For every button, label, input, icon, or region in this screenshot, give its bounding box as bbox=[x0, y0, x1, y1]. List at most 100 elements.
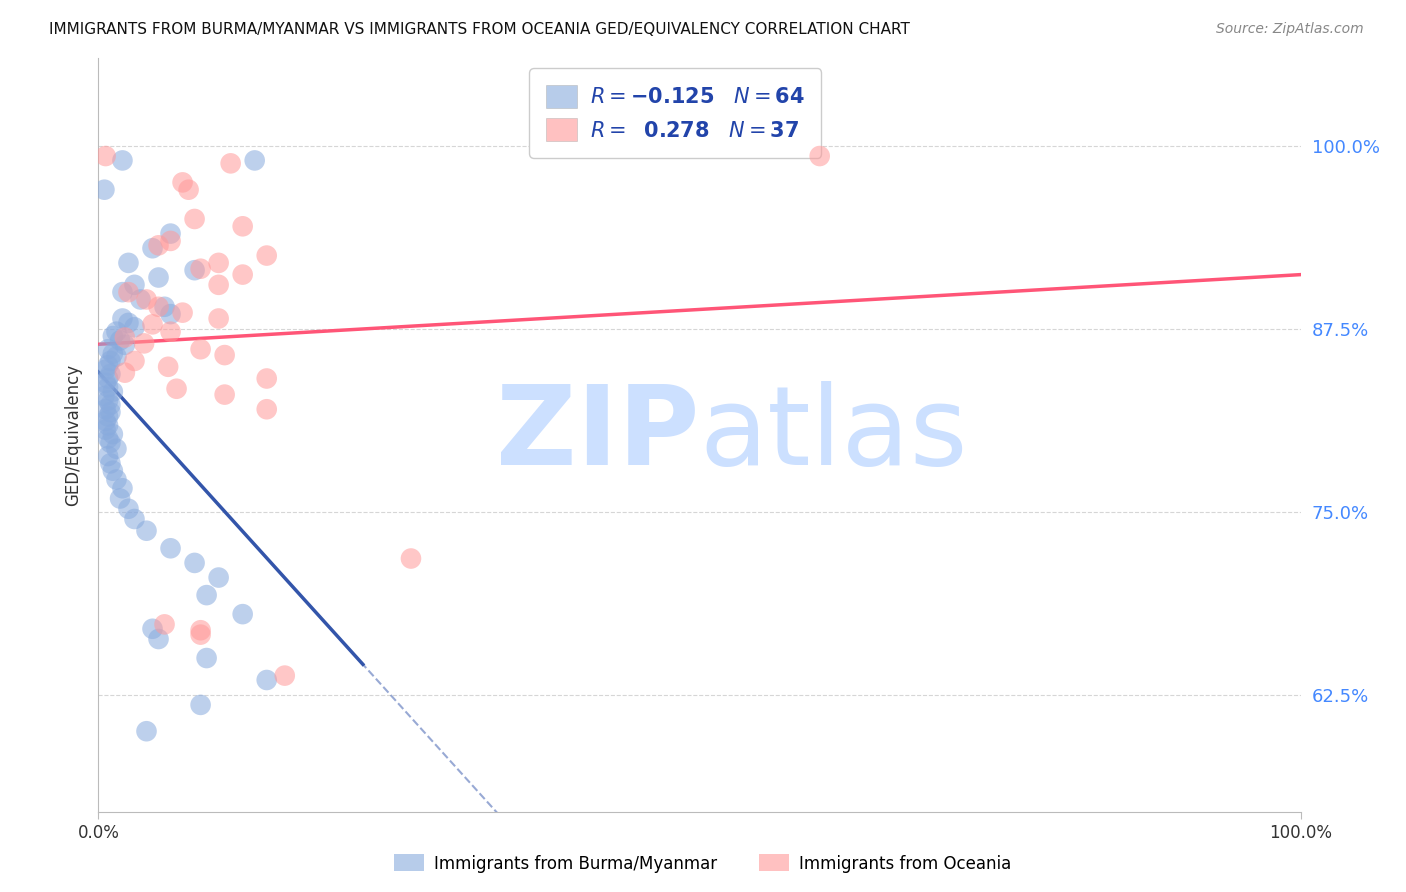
Point bbox=[117, 256, 139, 270]
Point bbox=[208, 570, 231, 584]
Point bbox=[141, 241, 163, 255]
Point bbox=[105, 350, 128, 364]
Legend: Immigrants from Burma/Myanmar, Immigrants from Oceania: Immigrants from Burma/Myanmar, Immigrant… bbox=[388, 847, 1018, 880]
Point bbox=[243, 153, 266, 168]
Point bbox=[124, 512, 146, 526]
Point bbox=[94, 414, 117, 428]
Point bbox=[159, 227, 181, 241]
Point bbox=[183, 556, 205, 570]
Point bbox=[190, 343, 212, 357]
Point bbox=[97, 343, 120, 357]
Point bbox=[256, 249, 278, 263]
Point bbox=[135, 724, 157, 739]
Point bbox=[101, 346, 124, 360]
Point bbox=[100, 436, 122, 450]
Text: ZIP: ZIP bbox=[496, 382, 699, 488]
Point bbox=[124, 320, 146, 334]
Point bbox=[101, 427, 124, 442]
Point bbox=[232, 219, 254, 234]
Point bbox=[97, 432, 120, 446]
Point bbox=[105, 325, 128, 339]
Point bbox=[190, 624, 212, 638]
Point bbox=[108, 334, 131, 348]
Point bbox=[117, 316, 139, 330]
Point bbox=[159, 234, 181, 248]
Text: IMMIGRANTS FROM BURMA/MYANMAR VS IMMIGRANTS FROM OCEANIA GED/EQUIVALENCY CORRELA: IMMIGRANTS FROM BURMA/MYANMAR VS IMMIGRA… bbox=[49, 22, 910, 37]
Point bbox=[129, 293, 152, 307]
Point bbox=[93, 183, 115, 197]
Point bbox=[94, 149, 117, 163]
Y-axis label: GED/Equivalency: GED/Equivalency bbox=[63, 364, 82, 506]
Point bbox=[195, 588, 218, 602]
Point bbox=[190, 627, 212, 641]
Point bbox=[111, 285, 134, 300]
Point bbox=[232, 607, 254, 621]
Point bbox=[124, 354, 146, 368]
Point bbox=[219, 156, 242, 170]
Point bbox=[100, 367, 122, 381]
Point bbox=[108, 491, 131, 506]
Point bbox=[166, 382, 188, 396]
Point bbox=[148, 270, 170, 285]
Point bbox=[256, 673, 278, 687]
Point bbox=[111, 481, 134, 495]
Point bbox=[208, 277, 231, 292]
Point bbox=[172, 175, 194, 189]
Point bbox=[153, 300, 176, 314]
Point bbox=[94, 362, 117, 376]
Point bbox=[97, 359, 120, 373]
Point bbox=[208, 256, 231, 270]
Point bbox=[97, 418, 120, 433]
Point bbox=[114, 338, 136, 352]
Point bbox=[97, 449, 120, 463]
Point bbox=[183, 211, 205, 226]
Point bbox=[94, 376, 117, 390]
Point bbox=[97, 380, 120, 394]
Point bbox=[100, 398, 122, 412]
Point bbox=[148, 300, 170, 314]
Point bbox=[100, 456, 122, 470]
Point bbox=[117, 285, 139, 300]
Point bbox=[190, 698, 212, 712]
Point bbox=[93, 389, 115, 403]
Point bbox=[124, 277, 146, 292]
Point bbox=[159, 541, 181, 556]
Point bbox=[97, 393, 120, 408]
Point bbox=[114, 366, 136, 380]
Point bbox=[208, 311, 231, 326]
Point bbox=[101, 384, 124, 399]
Point bbox=[141, 622, 163, 636]
Point bbox=[97, 409, 120, 424]
Text: atlas: atlas bbox=[699, 382, 967, 488]
Point bbox=[135, 293, 157, 307]
Point bbox=[94, 402, 117, 417]
Point bbox=[157, 359, 180, 374]
Point bbox=[183, 263, 205, 277]
Point bbox=[132, 336, 155, 351]
Point bbox=[148, 238, 170, 252]
Point bbox=[105, 473, 128, 487]
Point bbox=[159, 307, 181, 321]
Point bbox=[153, 617, 176, 632]
Point bbox=[808, 149, 831, 163]
Point bbox=[274, 668, 297, 682]
Point bbox=[117, 501, 139, 516]
Point bbox=[177, 183, 200, 197]
Point bbox=[214, 387, 236, 401]
Point bbox=[94, 423, 117, 437]
Point bbox=[256, 402, 278, 417]
Point bbox=[256, 371, 278, 385]
Point bbox=[159, 325, 181, 339]
Point bbox=[101, 329, 124, 343]
Point bbox=[232, 268, 254, 282]
Point bbox=[399, 551, 422, 566]
Text: Source: ZipAtlas.com: Source: ZipAtlas.com bbox=[1216, 22, 1364, 37]
Point bbox=[214, 348, 236, 362]
Point bbox=[148, 632, 170, 646]
Point bbox=[105, 442, 128, 456]
Point bbox=[172, 305, 194, 319]
Legend: $R = \mathbf{-0.125}$   $N = \mathbf{64}$, $R = \mathbf{\ \ 0.278}$   $N = \math: $R = \mathbf{-0.125}$ $N = \mathbf{64}$,… bbox=[530, 69, 821, 158]
Point bbox=[141, 318, 163, 332]
Point bbox=[100, 354, 122, 368]
Point bbox=[135, 524, 157, 538]
